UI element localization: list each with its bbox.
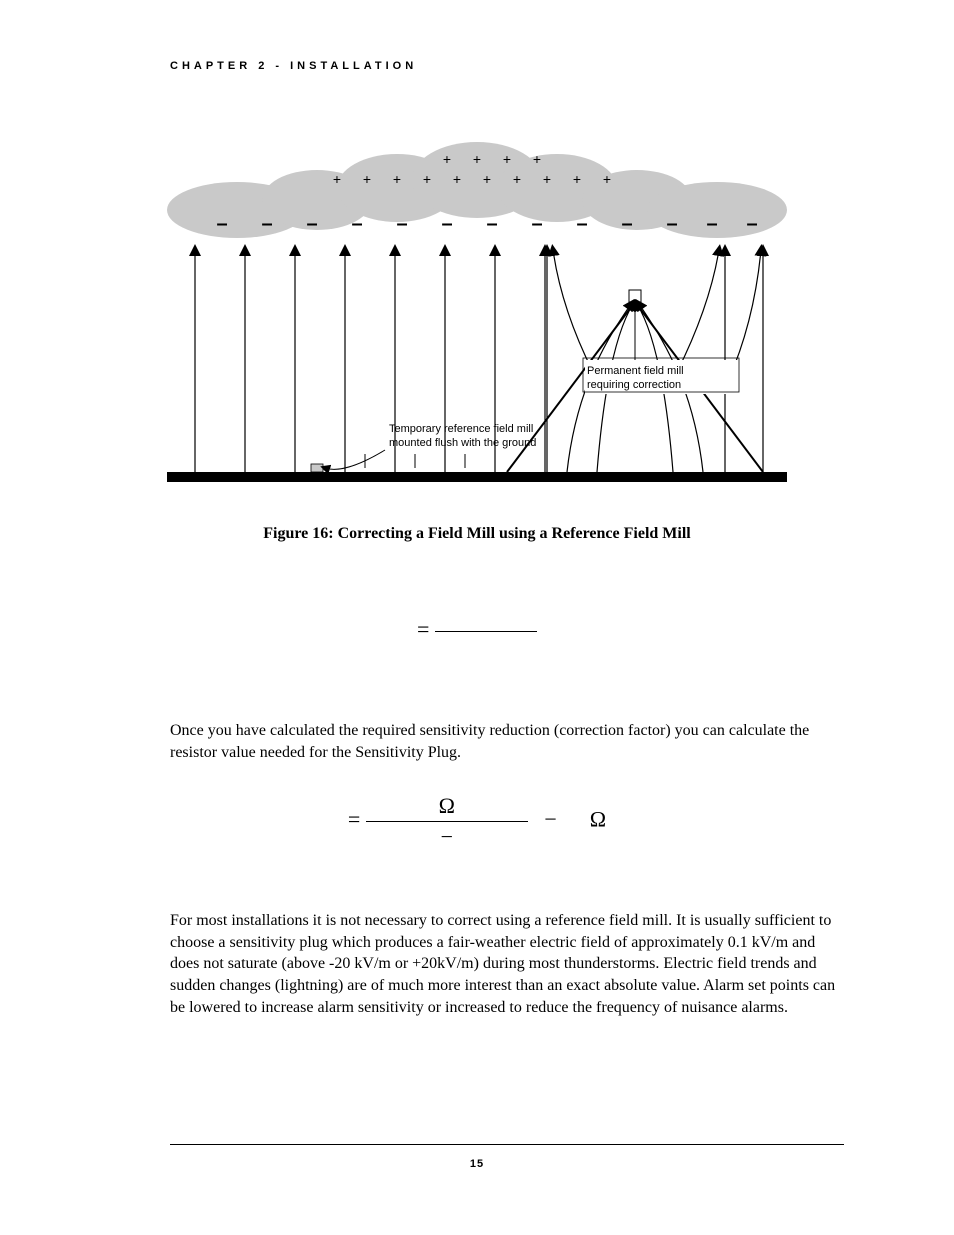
- equals-sign: =: [417, 617, 429, 642]
- svg-text:–: –: [746, 213, 757, 235]
- eq-fraction: [435, 603, 537, 660]
- figure-caption: Figure 16: Correcting a Field Mill using…: [90, 525, 864, 543]
- svg-text:+: +: [423, 171, 431, 187]
- svg-text:–: –: [621, 213, 632, 235]
- svg-text:–: –: [216, 213, 227, 235]
- svg-text:+: +: [333, 171, 341, 187]
- svg-text:–: –: [531, 213, 542, 235]
- svg-text:–: –: [396, 213, 407, 235]
- minus-sign: −: [544, 807, 556, 832]
- eq-numerator: [435, 603, 537, 632]
- svg-text:+: +: [513, 171, 521, 187]
- svg-text:+: +: [473, 151, 481, 167]
- svg-text:+: +: [603, 171, 611, 187]
- svg-text:–: –: [486, 213, 497, 235]
- svg-text:+: +: [483, 171, 491, 187]
- svg-text:–: –: [306, 213, 317, 235]
- equation-correction-factor: =: [90, 603, 864, 660]
- equals-sign: =: [348, 807, 360, 832]
- figure-container: ++++++++++++++–––––––––––––Permanent fie…: [90, 132, 864, 543]
- svg-text:–: –: [706, 213, 717, 235]
- footer-rule: [170, 1144, 844, 1145]
- equation-resistor: = Ω − − Ω: [90, 793, 864, 850]
- svg-text:+: +: [363, 171, 371, 187]
- eq2-fraction: Ω −: [366, 793, 528, 850]
- svg-text:mounted flush with the ground: mounted flush with the ground: [389, 437, 536, 449]
- svg-text:Temporary reference field mill: Temporary reference field mill: [389, 423, 533, 435]
- eq-denominator: [435, 632, 537, 660]
- svg-text:requiring correction: requiring correction: [587, 379, 681, 391]
- svg-text:–: –: [441, 213, 452, 235]
- svg-text:–: –: [666, 213, 677, 235]
- svg-text:Permanent field mill: Permanent field mill: [587, 365, 684, 377]
- page: CHAPTER 2 - INSTALLATION ++++++++++++++–…: [0, 0, 954, 1235]
- svg-text:+: +: [543, 171, 551, 187]
- svg-text:+: +: [443, 151, 451, 167]
- eq2-tail: Ω: [590, 807, 606, 832]
- eq2-numerator: Ω: [366, 793, 528, 822]
- page-number: 15: [0, 1158, 954, 1170]
- svg-text:+: +: [573, 171, 581, 187]
- paragraph-installation-note: For most installations it is not necessa…: [170, 910, 844, 1018]
- svg-text:+: +: [533, 151, 541, 167]
- eq2-denominator: −: [366, 822, 528, 850]
- svg-text:+: +: [453, 171, 461, 187]
- paragraph-correction-factor: Once you have calculated the required se…: [170, 720, 844, 763]
- svg-text:+: +: [503, 151, 511, 167]
- svg-text:+: +: [393, 171, 401, 187]
- field-mill-diagram: ++++++++++++++–––––––––––––Permanent fie…: [167, 132, 787, 492]
- svg-text:–: –: [576, 213, 587, 235]
- svg-text:–: –: [261, 213, 272, 235]
- chapter-header: CHAPTER 2 - INSTALLATION: [170, 60, 864, 72]
- svg-text:–: –: [351, 213, 362, 235]
